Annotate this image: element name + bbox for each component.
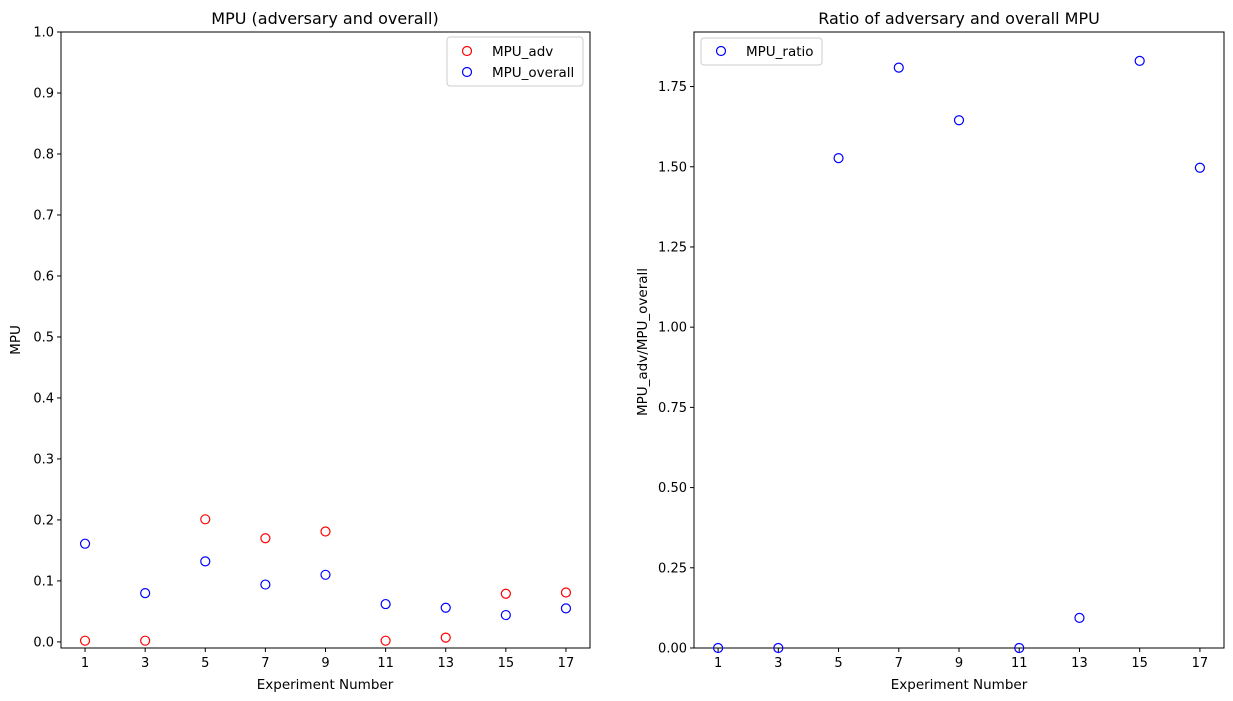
y-tick-label: 0.9: [33, 86, 54, 101]
x-tick-label: 5: [201, 656, 209, 671]
y-axis-label: MPU_adv/MPU_overall: [635, 268, 651, 416]
x-tick-label: 3: [141, 656, 149, 671]
data-point-mpu-overall: [560, 603, 572, 614]
x-tick-label: 17: [1192, 656, 1209, 671]
plot-area: [60, 31, 591, 649]
data-point-mpu-overall: [140, 588, 151, 599]
x-tick-label: 9: [955, 656, 963, 671]
data-point-mpu-ratio: [1194, 162, 1206, 173]
chart-title: Ratio of adversary and overall MPU: [818, 9, 1100, 28]
data-point-mpu-adv: [200, 514, 211, 525]
x-axis-label: Experiment Number: [891, 677, 1028, 693]
data-point-mpu-overall: [500, 609, 511, 621]
legend-frame: [700, 37, 823, 66]
x-axis-label: Experiment Number: [257, 677, 394, 693]
y-axis-ticks: 0.0 0.1 0.2 0.3 0.4 0.5 0.6 0.7 0.8 0.9 1.0: [33, 26, 61, 650]
x-tick-label: 15: [498, 656, 515, 671]
data-point-mpu-adv: [500, 588, 511, 599]
x-tick-label: 5: [834, 656, 842, 671]
data-points: [79, 514, 572, 646]
y-axis-ticks: 0.00 0.25 0.50 0.75 1.00 1.25 1.50 1.75: [658, 80, 694, 657]
data-point-mpu-adv: [320, 526, 331, 537]
data-point-mpu-ratio: [893, 62, 904, 73]
x-tick-label: 17: [558, 656, 575, 671]
x-tick-label: 13: [437, 656, 454, 671]
y-tick-label: 0.3: [33, 452, 54, 467]
data-point-mpu-ratio: [773, 642, 784, 654]
x-tick-label: 1: [714, 656, 722, 671]
data-point-mpu-adv: [260, 533, 271, 544]
data-point-mpu-ratio: [1134, 55, 1145, 66]
data-point-mpu-overall: [79, 538, 91, 549]
data-points: [712, 55, 1206, 654]
plot-area: [693, 31, 1225, 649]
x-tick-label: 11: [377, 656, 394, 671]
data-point-mpu-overall: [320, 569, 331, 580]
y-tick-label: 0.8: [33, 147, 54, 162]
legend: MPU_ratio: [700, 37, 823, 66]
y-tick-label: 1.25: [658, 240, 687, 255]
x-tick-label: 15: [1131, 656, 1148, 671]
chart-title: MPU (adversary and overall): [211, 9, 438, 28]
data-point-mpu-adv: [560, 587, 572, 598]
data-point-mpu-ratio: [953, 115, 965, 126]
legend: MPU_adv MPU_overall: [446, 36, 584, 87]
y-tick-label: 0.00: [658, 642, 687, 657]
x-tick-label: 9: [321, 656, 329, 671]
data-point-mpu-adv: [380, 635, 391, 646]
data-point-mpu-ratio: [1014, 642, 1025, 654]
y-axis-label: MPU: [8, 325, 24, 355]
y-tick-label: 0.1: [33, 574, 54, 589]
data-point-mpu-adv: [79, 635, 91, 646]
y-tick-label: 0.4: [33, 391, 54, 406]
y-tick-label: 0.0: [33, 635, 54, 650]
x-tick-label: 1: [81, 656, 89, 671]
data-point-mpu-ratio: [833, 152, 844, 164]
y-tick-label: 0.2: [33, 513, 54, 528]
x-tick-label: 7: [895, 656, 903, 671]
y-tick-label: 0.25: [658, 561, 687, 576]
data-point-mpu-adv: [440, 632, 451, 643]
x-tick-label: 3: [774, 656, 782, 671]
data-point-mpu-overall: [260, 579, 271, 590]
x-axis-ticks: 1 3 5 7 9 11 13 15 17: [714, 648, 1208, 671]
y-tick-label: 0.75: [658, 401, 687, 416]
legend-label-mpu-ratio: MPU_ratio: [746, 44, 814, 60]
legend-label-mpu-overall: MPU_overall: [492, 65, 574, 81]
data-point-mpu-overall: [440, 602, 451, 613]
x-tick-label: 11: [1011, 656, 1028, 671]
data-point-mpu-overall: [200, 556, 211, 567]
y-tick-label: 1.00: [658, 321, 687, 336]
y-tick-label: 0.50: [658, 481, 687, 496]
y-tick-label: 0.7: [33, 208, 54, 223]
legend-frame: [446, 36, 584, 87]
x-tick-label: 7: [261, 656, 269, 671]
x-axis-ticks: 1 3 5 7 9 11 13 15 17: [81, 648, 574, 671]
y-tick-label: 1.50: [658, 160, 687, 175]
data-point-mpu-ratio: [712, 642, 724, 654]
legend-label-mpu-adv: MPU_adv: [492, 44, 553, 60]
x-tick-label: 13: [1071, 656, 1088, 671]
legend-marker-mpu-ratio: [715, 45, 727, 57]
data-point-mpu-adv: [140, 635, 151, 646]
panel-mpu-ratio: 0.000.250.500.751.001.251.501.75 1 3 5 7 9 11…: [635, 9, 1225, 693]
legend-marker-mpu-overall: [461, 66, 473, 78]
y-tick-label: 1.75: [658, 80, 687, 95]
data-point-mpu-overall: [380, 598, 391, 610]
data-point-mpu-ratio: [1074, 612, 1085, 623]
y-tick-label: 0.5: [33, 330, 54, 345]
y-tick-label: 0.6: [33, 269, 54, 284]
y-tick-label: 1.0: [33, 26, 54, 41]
legend-marker-mpu-adv: [461, 45, 473, 57]
